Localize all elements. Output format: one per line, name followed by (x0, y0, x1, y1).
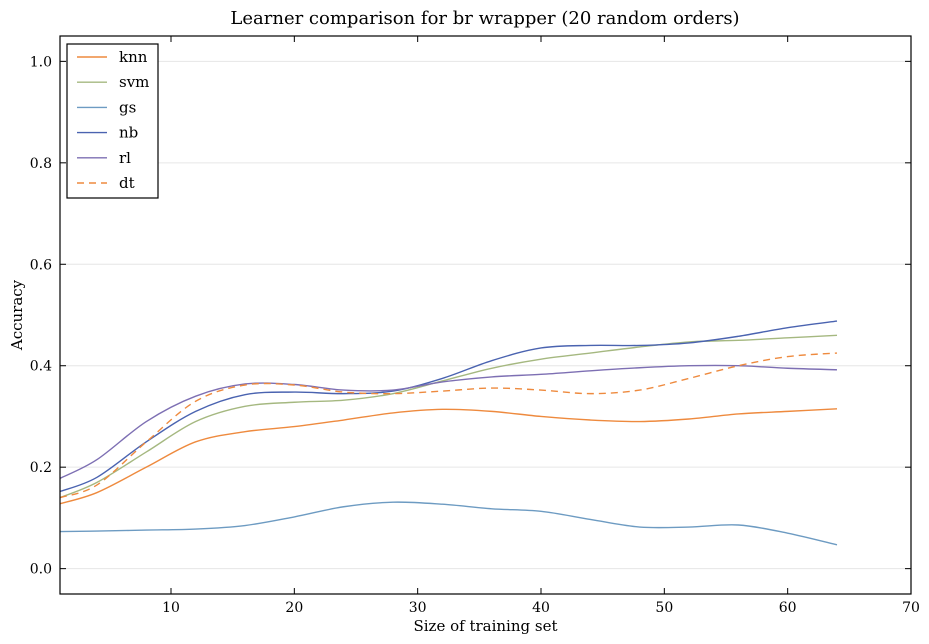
legend-label-gs: gs (119, 98, 136, 116)
legend-label-rl: rl (119, 149, 131, 167)
series-line-gs (59, 501, 838, 546)
y-tick-label: 1.0 (30, 54, 52, 70)
legend-label-dt: dt (119, 174, 135, 192)
legend-label-nb: nb (119, 124, 138, 142)
x-tick-label: 40 (532, 600, 550, 616)
series-line-nb (59, 320, 838, 493)
legend-label-knn: knn (119, 48, 148, 66)
legend-box (66, 43, 159, 199)
y-tick-label: 0.6 (30, 257, 52, 273)
plot-area-frame (59, 35, 912, 595)
y-tick-label: 0.0 (30, 562, 52, 578)
y-tick-label: 0.8 (30, 156, 52, 172)
axis-ticks: 10 20 30 40 50 60 70 0.0 0.2 0.4 0.6 0.8 1.0 (30, 36, 920, 616)
series-line-rl (59, 364, 838, 479)
grid-lines (60, 60, 911, 570)
y-axis-title: Accuracy (8, 279, 26, 351)
x-tick-label: 10 (162, 600, 180, 616)
x-tick-label: 50 (655, 600, 673, 616)
x-tick-label: 70 (902, 600, 920, 616)
x-axis-title: Size of training set (413, 617, 557, 635)
x-tick-label: 20 (285, 600, 303, 616)
y-tick-label: 0.2 (30, 460, 52, 476)
legend-label-svm: svm (119, 73, 149, 91)
chart-title: Learner comparison for br wrapper (20 ra… (230, 8, 739, 29)
x-tick-label: 30 (409, 600, 427, 616)
legend: knn svm gs nb rl dt (66, 43, 159, 199)
series-lines (59, 320, 838, 546)
series-line-knn (59, 408, 838, 505)
y-tick-label: 0.4 (30, 359, 52, 375)
x-tick-label: 60 (779, 600, 797, 616)
